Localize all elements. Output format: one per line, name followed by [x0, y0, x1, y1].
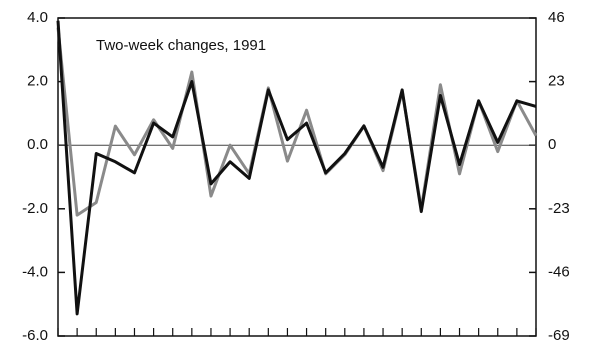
y-tick-label: 0.0 — [27, 136, 48, 153]
y-tick-label: 4.0 — [27, 9, 48, 26]
annotation: Two-week changes, 1991 — [96, 37, 266, 54]
y-tick-label: -2.0 — [22, 200, 48, 217]
series-line — [56, 20, 537, 316]
y2-tick-label: -69 — [548, 327, 570, 344]
y-tick-label: 2.0 — [27, 73, 48, 90]
plot-frame — [57, 17, 537, 337]
series-line — [56, 27, 538, 217]
y2-tick-label: 0 — [548, 136, 556, 153]
y2-tick-label: -46 — [548, 263, 570, 280]
y-tick-label: -6.0 — [22, 327, 48, 344]
y2-tick-label: 46 — [548, 9, 565, 26]
y2-tick-label: -23 — [548, 200, 570, 217]
y-tick-label: -4.0 — [22, 263, 48, 280]
y2-tick-label: 23 — [548, 73, 565, 90]
